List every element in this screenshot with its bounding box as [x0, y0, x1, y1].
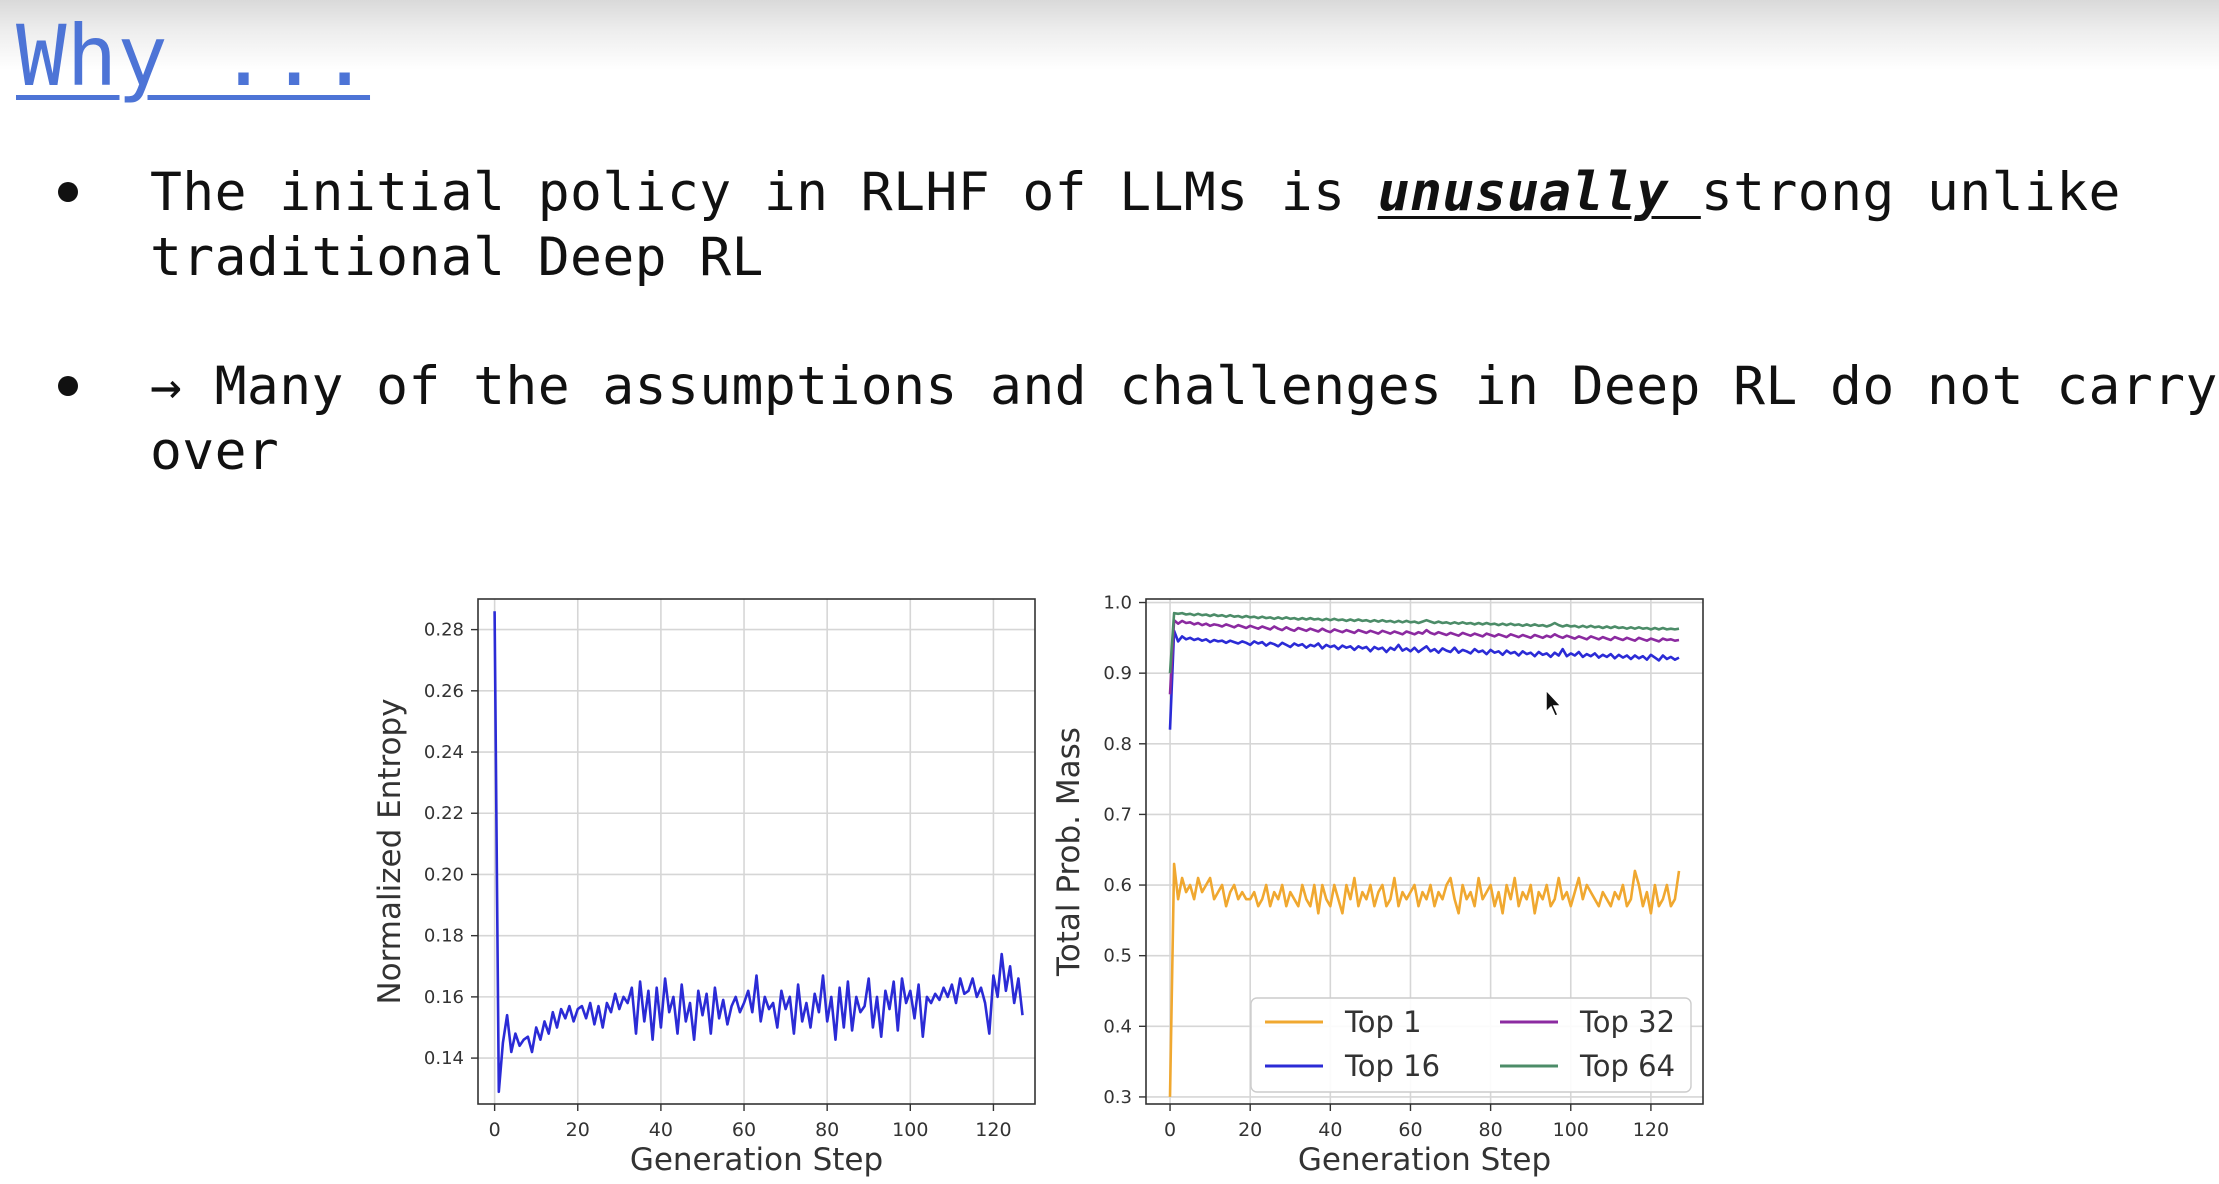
x-tick-label: 20: [1238, 1119, 1262, 1141]
x-tick-label: 40: [1318, 1119, 1342, 1141]
legend-box: [1250, 997, 1692, 1093]
bullet-dot-icon: [58, 182, 78, 202]
y-tick-label: 0.20: [424, 864, 464, 885]
y-tick-label: 1.0: [1103, 593, 1132, 614]
series-line-top-64: [1168, 611, 1680, 674]
y-tick-label: 0.16: [424, 987, 464, 1008]
bullet-text-pre: The initial policy in RLHF of LLMs is: [150, 162, 1378, 223]
bullet-text-post: strong unlike traditional Deep RL: [150, 162, 2154, 288]
plot-area: [478, 599, 1035, 1104]
x-tick-label: 100: [892, 1119, 928, 1141]
legend-label: Top 16: [1344, 1049, 1440, 1083]
series-line-top-16: [1168, 629, 1680, 730]
slide-top-shade: [0, 0, 2219, 70]
entropy-chart: 0 20 40 60 80 100 120 0.14 0.16 0.18 0.20 0.22 0.24 0…: [372, 598, 1036, 1178]
x-tick-label: 60: [1398, 1119, 1422, 1141]
slide-title: Why ...: [16, 7, 371, 105]
x-tick-label: 20: [566, 1119, 590, 1141]
y-axis-label: Normalized Entropy: [372, 698, 408, 1004]
y-tick-label: 0.7: [1103, 804, 1132, 825]
y-tick-label: 0.3: [1103, 1087, 1132, 1108]
x-axis-label: Generation Step: [1298, 1142, 1551, 1178]
plot-frame: [477, 598, 1036, 1105]
y-tick-label: 0.9: [1103, 663, 1132, 684]
x-tick-label: 60: [732, 1119, 756, 1141]
plot-frame: [1145, 598, 1704, 1105]
x-tick-label: 120: [1633, 1119, 1669, 1141]
y-tick-label: 0.14: [424, 1048, 464, 1069]
y-tick-label: 0.8: [1103, 734, 1132, 755]
x-tick-label: 100: [1553, 1119, 1589, 1141]
legend: Top 1 Top 32 Top 16 Top 64: [1250, 997, 1692, 1093]
y-tick-label: 0.18: [424, 926, 464, 947]
x-tick-label: 0: [489, 1119, 501, 1141]
y-axis-label: Total Prob. Mass: [1051, 727, 1087, 977]
series-line: [493, 611, 1024, 1094]
x-tick-label: 0: [1164, 1119, 1176, 1141]
y-tick-label: 0.4: [1103, 1016, 1132, 1037]
legend-label: Top 1: [1344, 1005, 1422, 1039]
x-tick-label: 40: [649, 1119, 673, 1141]
mouse-cursor-icon: [1545, 688, 1563, 717]
bullet-dot-icon: [58, 376, 78, 396]
series-line-top-32: [1168, 618, 1680, 695]
legend-label: Top 32: [1579, 1005, 1675, 1039]
bullet-emphasis: unusually: [1377, 162, 1701, 223]
legend-label: Top 64: [1579, 1049, 1675, 1083]
series-line-top-1: [1168, 862, 1681, 1097]
bullet-text: The initial policy in RLHF of LLMs is un…: [150, 160, 2219, 290]
x-tick-label: 120: [975, 1119, 1011, 1141]
y-tick-label: 0.22: [424, 803, 464, 824]
bullet-text: → Many of the assumptions and challenges…: [150, 356, 2218, 482]
y-tick-label: 0.28: [424, 620, 464, 641]
x-tick-label: 80: [1479, 1119, 1503, 1141]
y-tick-label: 0.26: [424, 681, 464, 702]
x-axis-label: Generation Step: [630, 1142, 883, 1178]
prob-mass-chart: 0 20 40 60 80 100 120 0.3 0.4 0.5 0.6 0.7 0.8 0.9 1.0 G…: [1051, 593, 1704, 1178]
x-tick-label: 80: [815, 1119, 839, 1141]
y-tick-label: 0.24: [424, 742, 464, 763]
y-tick-label: 0.5: [1103, 946, 1132, 967]
y-tick-label: 0.6: [1103, 875, 1132, 896]
